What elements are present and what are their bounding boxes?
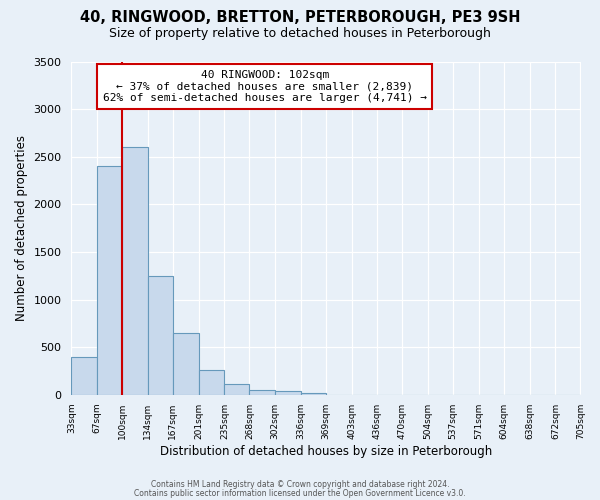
Bar bbox=[275, 391, 301, 395]
Bar bbox=[71, 357, 97, 395]
Bar bbox=[199, 370, 224, 395]
Bar bbox=[224, 384, 250, 395]
Text: 40 RINGWOOD: 102sqm
← 37% of detached houses are smaller (2,839)
62% of semi-det: 40 RINGWOOD: 102sqm ← 37% of detached ho… bbox=[103, 70, 427, 103]
Bar bbox=[301, 392, 326, 395]
Text: Contains public sector information licensed under the Open Government Licence v3: Contains public sector information licen… bbox=[134, 488, 466, 498]
Text: 40, RINGWOOD, BRETTON, PETERBOROUGH, PE3 9SH: 40, RINGWOOD, BRETTON, PETERBOROUGH, PE3… bbox=[80, 10, 520, 25]
Bar bbox=[122, 147, 148, 395]
X-axis label: Distribution of detached houses by size in Peterborough: Distribution of detached houses by size … bbox=[160, 444, 492, 458]
Y-axis label: Number of detached properties: Number of detached properties bbox=[15, 135, 28, 321]
Bar bbox=[250, 390, 275, 395]
Bar bbox=[148, 276, 173, 395]
Text: Contains HM Land Registry data © Crown copyright and database right 2024.: Contains HM Land Registry data © Crown c… bbox=[151, 480, 449, 489]
Text: Size of property relative to detached houses in Peterborough: Size of property relative to detached ho… bbox=[109, 28, 491, 40]
Bar bbox=[173, 333, 199, 395]
Bar bbox=[97, 166, 122, 395]
